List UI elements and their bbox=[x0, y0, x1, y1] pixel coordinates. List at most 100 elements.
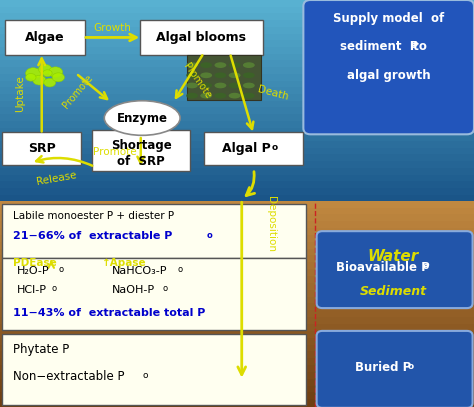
Text: SRP: SRP bbox=[28, 142, 55, 155]
Bar bbox=[0, 121, 474, 128]
Text: Release: Release bbox=[36, 170, 78, 187]
Bar bbox=[0, 94, 474, 101]
Text: Enzyme: Enzyme bbox=[117, 112, 168, 125]
Bar bbox=[0, 67, 474, 74]
Text: o: o bbox=[422, 263, 428, 271]
Bar bbox=[0, 269, 474, 277]
Bar bbox=[0, 310, 474, 318]
Text: Death: Death bbox=[256, 85, 289, 103]
Text: Sediment: Sediment bbox=[360, 284, 427, 298]
Bar bbox=[0, 221, 474, 229]
FancyBboxPatch shape bbox=[317, 331, 473, 407]
Ellipse shape bbox=[26, 68, 41, 79]
FancyBboxPatch shape bbox=[317, 231, 473, 308]
Bar bbox=[0, 101, 474, 107]
Ellipse shape bbox=[186, 93, 198, 98]
Ellipse shape bbox=[214, 62, 227, 68]
Bar bbox=[0, 297, 474, 304]
Bar bbox=[0, 7, 474, 13]
Ellipse shape bbox=[48, 67, 63, 77]
Text: 21−66% of  extractable P: 21−66% of extractable P bbox=[13, 231, 173, 241]
Text: Shortage: Shortage bbox=[110, 139, 172, 152]
Bar bbox=[0, 276, 474, 284]
Text: Uptake: Uptake bbox=[15, 75, 25, 112]
Bar bbox=[0, 47, 474, 54]
Bar bbox=[0, 154, 474, 161]
Bar bbox=[0, 54, 474, 60]
Bar bbox=[0, 107, 474, 114]
Bar bbox=[0, 0, 474, 7]
Bar bbox=[0, 20, 474, 27]
Bar bbox=[0, 161, 474, 168]
Ellipse shape bbox=[243, 93, 255, 98]
Bar bbox=[0, 208, 474, 215]
Bar bbox=[0, 324, 474, 332]
Bar bbox=[0, 386, 474, 393]
Ellipse shape bbox=[104, 101, 180, 135]
Ellipse shape bbox=[243, 62, 255, 68]
Bar bbox=[0, 399, 474, 407]
Ellipse shape bbox=[214, 93, 227, 98]
Ellipse shape bbox=[43, 70, 52, 77]
Text: PDEase: PDEase bbox=[13, 258, 57, 268]
FancyBboxPatch shape bbox=[204, 132, 303, 165]
Bar bbox=[0, 13, 474, 20]
Ellipse shape bbox=[228, 83, 240, 88]
Ellipse shape bbox=[200, 83, 212, 88]
Bar bbox=[0, 81, 474, 87]
Text: Buried P: Buried P bbox=[355, 361, 411, 374]
Bar bbox=[0, 201, 474, 208]
Text: o: o bbox=[272, 143, 278, 152]
Text: to: to bbox=[405, 40, 427, 53]
Ellipse shape bbox=[200, 93, 212, 98]
Text: H₂O-P: H₂O-P bbox=[17, 266, 49, 276]
Text: Promote: Promote bbox=[93, 147, 137, 157]
Bar bbox=[0, 263, 474, 270]
Bar bbox=[0, 317, 474, 325]
Bar bbox=[0, 182, 474, 188]
Text: 11−43% of  extractable total P: 11−43% of extractable total P bbox=[13, 309, 206, 318]
FancyBboxPatch shape bbox=[2, 204, 306, 258]
Text: o: o bbox=[410, 41, 416, 50]
Ellipse shape bbox=[214, 83, 227, 88]
FancyBboxPatch shape bbox=[303, 0, 474, 134]
Text: Water: Water bbox=[368, 249, 419, 264]
Text: Algae: Algae bbox=[25, 31, 65, 44]
Text: NaHCO₃-P: NaHCO₃-P bbox=[111, 266, 167, 276]
Text: o: o bbox=[142, 371, 148, 380]
Ellipse shape bbox=[228, 72, 240, 78]
Bar bbox=[0, 228, 474, 236]
Bar bbox=[0, 351, 474, 359]
Ellipse shape bbox=[200, 72, 212, 78]
Bar bbox=[0, 214, 474, 222]
Bar bbox=[0, 128, 474, 134]
FancyBboxPatch shape bbox=[140, 20, 263, 55]
Bar bbox=[0, 283, 474, 291]
Ellipse shape bbox=[33, 75, 46, 85]
Text: ↑Apase: ↑Apase bbox=[102, 258, 146, 268]
Bar bbox=[0, 249, 474, 256]
FancyBboxPatch shape bbox=[2, 258, 306, 330]
Bar bbox=[0, 195, 474, 201]
Bar bbox=[0, 338, 474, 345]
Bar bbox=[0, 304, 474, 311]
Text: o: o bbox=[163, 284, 168, 293]
Bar bbox=[0, 358, 474, 366]
Text: Phytate P: Phytate P bbox=[13, 343, 70, 356]
Ellipse shape bbox=[200, 62, 212, 68]
Bar bbox=[0, 74, 474, 81]
Ellipse shape bbox=[44, 78, 56, 87]
Text: Deposition: Deposition bbox=[266, 196, 276, 252]
Bar bbox=[0, 40, 474, 47]
Text: algal growth: algal growth bbox=[347, 69, 430, 82]
Bar bbox=[0, 242, 474, 249]
Text: Growth: Growth bbox=[94, 23, 132, 33]
FancyBboxPatch shape bbox=[187, 55, 261, 100]
Text: Algal P: Algal P bbox=[222, 142, 271, 155]
Text: o: o bbox=[408, 362, 414, 371]
Text: Promote: Promote bbox=[181, 62, 212, 101]
Bar bbox=[0, 134, 474, 141]
Text: o: o bbox=[206, 231, 212, 240]
Text: NaOH-P: NaOH-P bbox=[111, 285, 155, 295]
Text: Bioavailable P: Bioavailable P bbox=[336, 261, 430, 274]
